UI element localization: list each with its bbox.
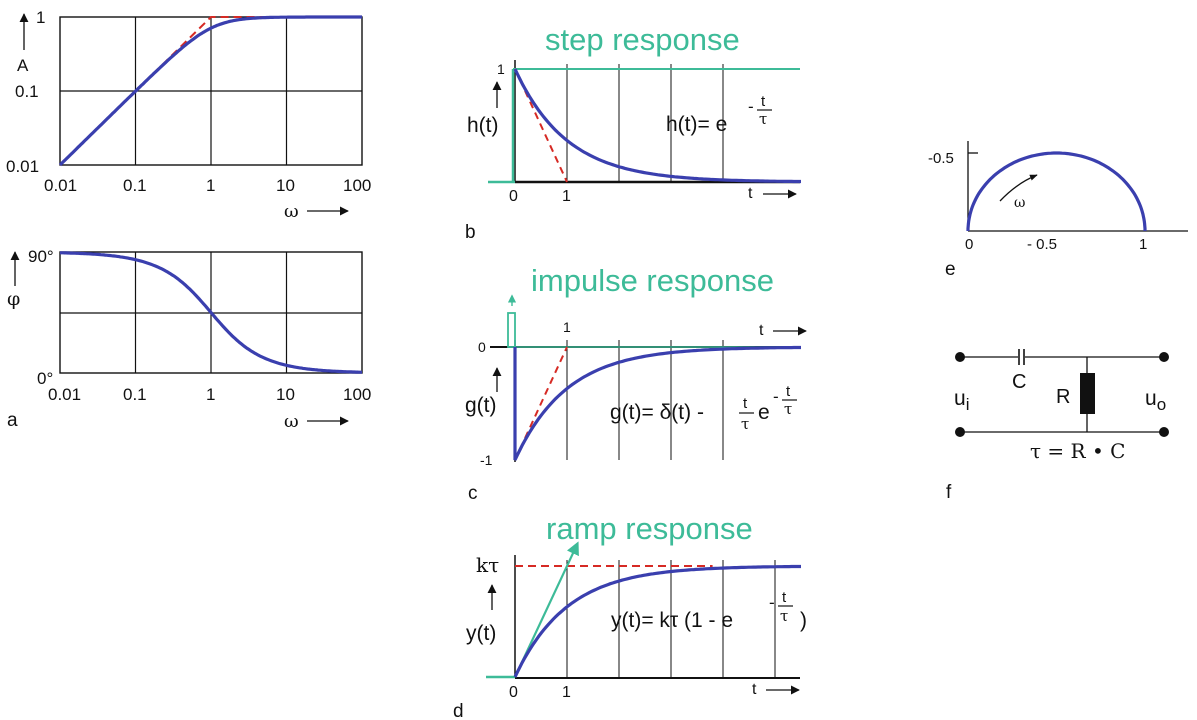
step-eq-den: τ <box>759 110 767 128</box>
impulse-tangent <box>514 346 568 461</box>
impulse-ytick-neg1: -1 <box>480 452 493 468</box>
amp-xlabel: ω <box>284 201 299 222</box>
step-xlabel: t <box>748 185 753 202</box>
amp-xtick: 0.1 <box>123 176 147 195</box>
step-xtick-1: 1 <box>562 188 571 205</box>
panel-a-phase: 90° 0° φ 0.01 0.1 1 10 100 ω a <box>7 247 371 432</box>
impulse-eq-minus: - <box>773 387 779 406</box>
impulse-equation: g(t)= δ(t) - t τ e - t τ <box>610 383 797 433</box>
panel-letter-e: e <box>945 259 956 280</box>
impulse-eq-lhs: g(t)= δ(t) - <box>610 401 704 424</box>
input-voltage-sub: i <box>966 395 970 414</box>
ramp-equation: y(t)= kτ (1 - e - t τ ) <box>611 589 807 632</box>
locus-xtick-05: - 0.5 <box>1027 236 1057 253</box>
locus-semicircle <box>966 151 1147 231</box>
step-ytick-1: 1 <box>497 61 505 77</box>
capacitor-label: C <box>1012 371 1026 393</box>
amp-ytick-1: 1 <box>36 8 45 27</box>
impulse-xlabel: t <box>759 322 764 339</box>
impulse-eq-den2: τ <box>784 400 792 418</box>
locus-omega-arrow <box>999 174 1038 202</box>
ramp-xtick-0: 0 <box>509 684 518 701</box>
ramp-xtick-1: 1 <box>562 684 571 701</box>
panel-e-locus: ω -0.5 0 - 0.5 1 e <box>928 141 1188 280</box>
ramp-xlabel: t <box>752 681 757 698</box>
locus-xtick-0: 0 <box>965 236 973 253</box>
panel-d-ramp: ramp response kτ y(t) 0 1 t y(t)= kτ (1 … <box>453 511 807 720</box>
panel-letter-a: a <box>7 410 18 431</box>
amp-xtick: 10 <box>276 176 295 195</box>
impulse-xtick-1: 1 <box>563 319 571 335</box>
resistor-label: R <box>1056 386 1070 408</box>
impulse-curve <box>513 345 801 461</box>
ramp-title: ramp response <box>546 511 753 546</box>
phase-xtick: 0.01 <box>48 385 81 404</box>
input-voltage-u: u <box>954 387 966 410</box>
panel-letter-c: c <box>468 483 478 504</box>
amp-ylabel: A <box>17 56 29 75</box>
amplitude-grid <box>59 16 363 166</box>
locus-omega-label: ω <box>1014 195 1025 211</box>
step-curve <box>513 68 801 184</box>
panel-letter-b: b <box>465 222 476 243</box>
impulse-ylabel: g(t) <box>465 394 497 417</box>
phase-ylabel: φ <box>7 288 20 310</box>
locus-xtick-1: 1 <box>1139 236 1147 253</box>
phase-ytick-90: 90° <box>28 247 54 266</box>
ramp-ylabel: y(t) <box>466 622 496 645</box>
ramp-ytick-ktau: kτ <box>476 553 499 577</box>
panel-letter-f: f <box>946 482 952 503</box>
amp-xtick: 0.01 <box>44 176 77 195</box>
tau-equation: τ = R • C <box>1030 439 1125 463</box>
impulse-input-pulse <box>507 312 516 348</box>
impulse-eq-e: e <box>758 401 770 424</box>
impulse-eq-num2: t <box>786 383 791 400</box>
ramp-curve <box>513 564 801 678</box>
step-tangent <box>514 68 568 183</box>
phase-xtick: 10 <box>276 385 295 404</box>
ramp-eq-minus: - <box>769 593 775 612</box>
phase-ytick-0: 0° <box>37 369 53 388</box>
impulse-title: impulse response <box>531 263 774 298</box>
step-equation: h(t)= e - t τ <box>666 93 772 136</box>
amp-xtick: 100 <box>343 176 371 195</box>
output-voltage-label: uo <box>1145 387 1166 414</box>
step-ylabel: h(t) <box>467 114 499 137</box>
step-eq-num: t <box>761 93 766 110</box>
resistor <box>1080 373 1095 414</box>
ramp-eq-close: ) <box>800 609 807 632</box>
ramp-eq-num: t <box>782 589 787 606</box>
panel-a-amplitude: 1 0.1 0.01 A 0.01 0.1 1 10 100 ω <box>6 8 371 222</box>
ramp-eq-den: τ <box>780 607 788 625</box>
panel-b-step: step response 1 h(t) 0 1 t h(t)= e - t τ… <box>465 22 801 243</box>
impulse-eq-den1: τ <box>741 415 749 433</box>
amp-xtick: 1 <box>206 176 215 195</box>
panel-c-impulse: impulse response 0 -1 g(t) 1 t g(t)= δ(t… <box>465 263 807 504</box>
output-voltage-sub: o <box>1157 395 1166 414</box>
phase-xtick: 100 <box>343 385 371 404</box>
phase-xlabel: ω <box>284 411 299 432</box>
step-eq-lhs: h(t)= e <box>666 113 727 136</box>
phase-xtick: 1 <box>206 385 215 404</box>
amp-ytick-0.1: 0.1 <box>15 82 39 101</box>
ramp-eq-lhs: y(t)= kτ (1 - e <box>611 609 733 632</box>
step-title: step response <box>545 22 740 57</box>
amp-ytick-0.01: 0.01 <box>6 157 39 176</box>
panel-letter-d: d <box>453 701 464 720</box>
locus-ytick: -0.5 <box>928 150 954 167</box>
panel-f-circuit: C R ui uo τ = R • C f <box>946 349 1169 503</box>
amplitude-curve <box>58 15 362 167</box>
phase-xtick: 0.1 <box>123 385 147 404</box>
impulse-eq-num1: t <box>743 395 748 412</box>
input-voltage-label: ui <box>954 387 969 414</box>
output-voltage-u: u <box>1145 387 1157 410</box>
impulse-ytick-0: 0 <box>478 339 486 355</box>
phase-curve <box>60 251 362 374</box>
step-eq-minus: - <box>748 97 754 116</box>
step-xtick-0: 0 <box>509 188 518 205</box>
